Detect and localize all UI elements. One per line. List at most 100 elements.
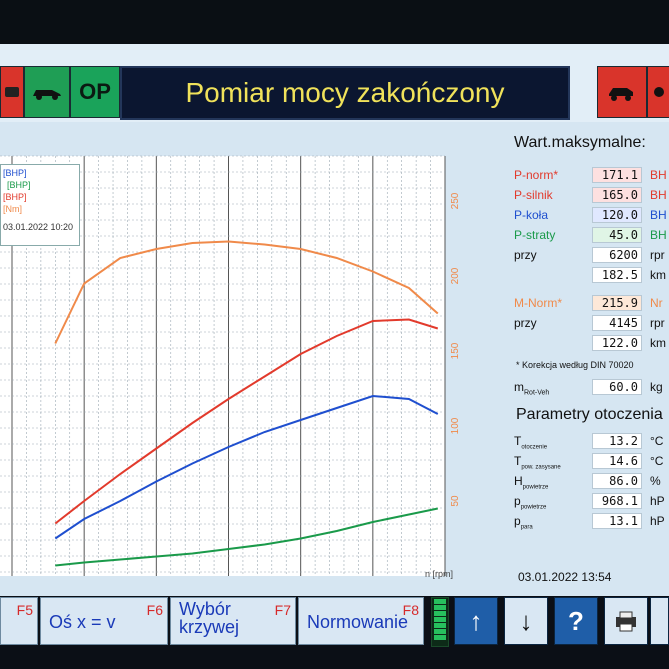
meter-segment [434,629,446,634]
p-powietrze-label: p [514,494,521,508]
p-powietrze-row: ppowietrze 968.1 hP [514,493,669,510]
m-rot-row: mRot-Veh 60.0 kg [514,379,669,396]
meter-segment [434,635,446,640]
p-powietrze-value: 968.1 [592,493,642,509]
p-straty-unit: BH [650,228,667,242]
f8-label: Normowanie [307,612,409,632]
p-powietrze-label-wrap: ppowietrze [514,494,546,510]
help-button[interactable]: ? [554,597,598,645]
przy2-unit: rpr [650,316,665,330]
t-otoczenie-label-wrap: Totoczenie [514,434,547,450]
app-screen: OP Pomiar mocy zakończony 10002000300040… [0,44,669,669]
car-view-button[interactable] [24,66,70,118]
y-tick-labels: 50 100 150 200 250 [450,192,461,506]
przy1b-value: 182.5 [592,267,642,283]
car-icon [5,87,19,97]
help-icon: ? [568,605,584,636]
f7-key: F7 [274,602,291,618]
chart-grid [0,155,446,576]
przy2-label: przy [514,316,537,330]
op-label: OP [79,79,111,104]
m-norm-unit: Nr [650,296,663,310]
p-kola-label: P-koła [514,208,549,222]
m-norm-row: M-Norm* 215.9 Nr [514,295,669,312]
p-powietrze-sub: powietrze [520,504,547,511]
status-title: Pomiar mocy zakończony [120,66,570,120]
meter-segment [434,623,446,628]
p-para-sub: para [520,524,533,531]
p-para-label: p [514,514,521,528]
f6-key: F6 [146,602,163,618]
exit-button[interactable] [650,597,669,645]
arrow-up-icon: ↑ [469,605,483,636]
lift-car-button[interactable] [597,66,647,118]
y-tick-label: 150 [450,342,461,359]
przy2b-unit: km [650,336,666,350]
series-line-pkoa [54,394,439,540]
record-button[interactable] [647,66,669,118]
p-silnik-label: P-silnik [514,188,553,202]
t-otoczenie-row: Totoczenie 13.2 °C [514,433,669,450]
t-powietrza-row: Tpow. zasysane 14.6 °C [514,453,669,470]
f5-key: F5 [16,602,33,618]
p-silnik-value: 165.0 [592,187,642,203]
series-line-mnorm [54,240,439,344]
printer-icon [616,611,636,632]
t-otoczenie-unit: °C [650,434,664,448]
signal-level-meter [431,597,449,647]
env-title: Parametry otoczenia [516,406,663,423]
car-lift-button[interactable] [0,66,24,118]
t-powietrza-label-wrap: Tpow. zasysane [514,454,561,470]
m-rot-value: 60.0 [592,379,642,395]
przy1-row: przy 6200 rpr [514,247,669,264]
p-norm-row: P-norm* 171.1 BH [514,167,669,184]
h-powietrze-sub: powietrze [522,484,549,491]
przy1b-row: 182.5 km [514,267,669,284]
measurement-datetime: 03.01.2022 13:54 [518,570,612,584]
p-norm-unit: BH [650,168,667,182]
h-powietrze-row: Hpowietrze 86.0 % [514,473,669,490]
p-para-row: ppara 13.1 hP [514,513,669,531]
x-axis-label: n [rpm] [425,569,454,579]
m-rot-label-wrap: mRot-Veh [514,380,549,396]
przy2-value: 4145 [592,315,642,331]
max-values-panel: Wart.maksymalne: P-norm* 171.1 BH P-siln… [508,128,669,588]
t-powietrza-value: 14.6 [592,453,642,469]
h-powietrze-unit: % [650,474,661,488]
legend-line-2: [BHP] [7,180,31,190]
p-straty-value: 45.0 [592,227,642,243]
m-rot-sub: Rot-Veh [524,389,550,397]
p-norm-label: P-norm* [514,168,559,182]
f7-button[interactable]: Wybór krzywej F7 [170,597,296,645]
f6-button[interactable]: Oś x = v F6 [40,597,168,645]
car-lift-icon [609,88,633,101]
f8-button[interactable]: Normowanie F8 [298,597,424,645]
przy1b-unit: km [650,268,666,282]
t-otoczenie-label: T [514,434,522,448]
h-powietrze-value: 86.0 [592,473,642,489]
legend-datetime: 03.01.2022 10:20 [3,222,74,232]
top-toolbar: OP Pomiar mocy zakończony [0,44,669,122]
status-title-text: Pomiar mocy zakończony [185,77,505,108]
legend-line-3: [BHP] [3,192,27,202]
f8-key: F8 [402,602,419,618]
meter-segment [434,617,446,622]
chart-legend: [BHP] [BHP] [BHP] [Nm] 03.01.2022 10:20 [0,164,80,246]
p-kola-row: P-koła 120.0 BH [514,207,669,224]
car-side-icon [33,90,61,100]
p-silnik-row: P-silnik 165.0 BH [514,187,669,204]
p-straty-label: P-straty [514,228,556,242]
h-powietrze-label-wrap: Hpowietrze [514,474,548,490]
series-line-pnorm [54,318,439,525]
f5-button[interactable]: F5 [0,597,38,645]
legend-line-1: [BHP] [3,168,27,178]
p-para-value: 13.1 [592,513,642,529]
y-tick-label: 50 [450,495,461,507]
t-powietrza-unit: °C [650,454,664,468]
p-powietrze-unit: hP [650,494,665,508]
op-button[interactable]: OP [70,66,120,118]
print-button[interactable] [604,597,648,645]
scroll-up-button[interactable]: ↑ [454,597,498,645]
scroll-down-button[interactable]: ↓ [504,597,548,645]
p-silnik-unit: BH [650,188,667,202]
